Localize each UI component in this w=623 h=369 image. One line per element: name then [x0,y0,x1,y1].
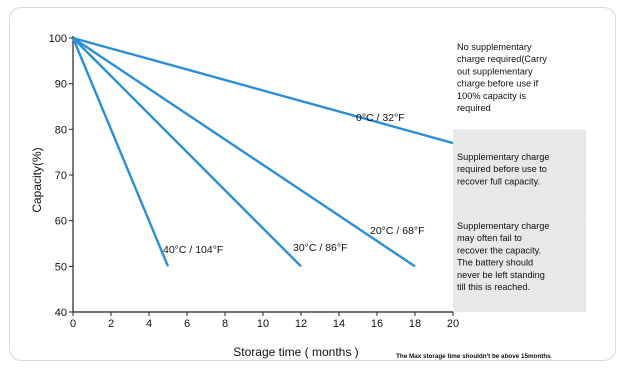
storage-footnote: The Max storage time shouldn't be above … [396,353,551,360]
y-tick-label: 60 [55,216,67,228]
y-tick-label: 40 [55,307,67,319]
y-tick-label: 70 [55,170,67,182]
axes: 0 2 4 6 8 10 12 14 16 18 20 40 50 60 70 80 90 100 [49,33,459,330]
zone-text: Supplementary charge required before use … [457,152,549,186]
y-tick-label: 80 [55,124,67,136]
x-tick-label: 10 [257,318,269,330]
x-tick-label: 8 [222,318,228,330]
x-tick-label: 20 [447,318,459,330]
x-tick-label: 0 [70,318,76,330]
series-label: 0°C / 32°F [356,112,405,124]
zone-text: Supplementary charge may often fail to rec… [457,221,549,292]
zone-panel [453,129,586,221]
x-tick-label: 16 [371,318,383,330]
series-line [72,36,454,145]
series-label: 30°C / 86°F [293,242,348,254]
curve-labels: 0°C / 32°F 20°C / 68°F 30°C / 86°F 40°C / 1… [163,112,425,256]
capacity-zones: No supplementary charge required(Carry out… [453,38,586,312]
zone-text: No supplementary charge required(Carry out… [457,42,547,113]
y-axis-title: Capacity(%) [30,147,44,212]
y-tick-label: 50 [55,261,67,273]
x-axis-title: Storage time ( months ) [233,345,358,359]
zone-panel [453,220,586,312]
x-tick-label: 18 [409,318,421,330]
series-label: 20°C / 68°F [370,225,425,237]
x-tick-label: 4 [146,318,152,330]
series-lines [71,36,454,268]
x-tick-label: 2 [108,318,114,330]
series-line [72,37,302,268]
x-tick-label: 12 [295,318,307,330]
series-line [72,37,416,268]
x-tick-label: 14 [333,318,345,330]
x-tick-label: 6 [184,318,190,330]
series-label: 40°C / 104°F [163,244,223,256]
y-tick-label: 90 [55,79,67,91]
y-tick-label: 100 [49,33,67,45]
series-line [71,37,170,267]
zone-panel [453,38,586,130]
